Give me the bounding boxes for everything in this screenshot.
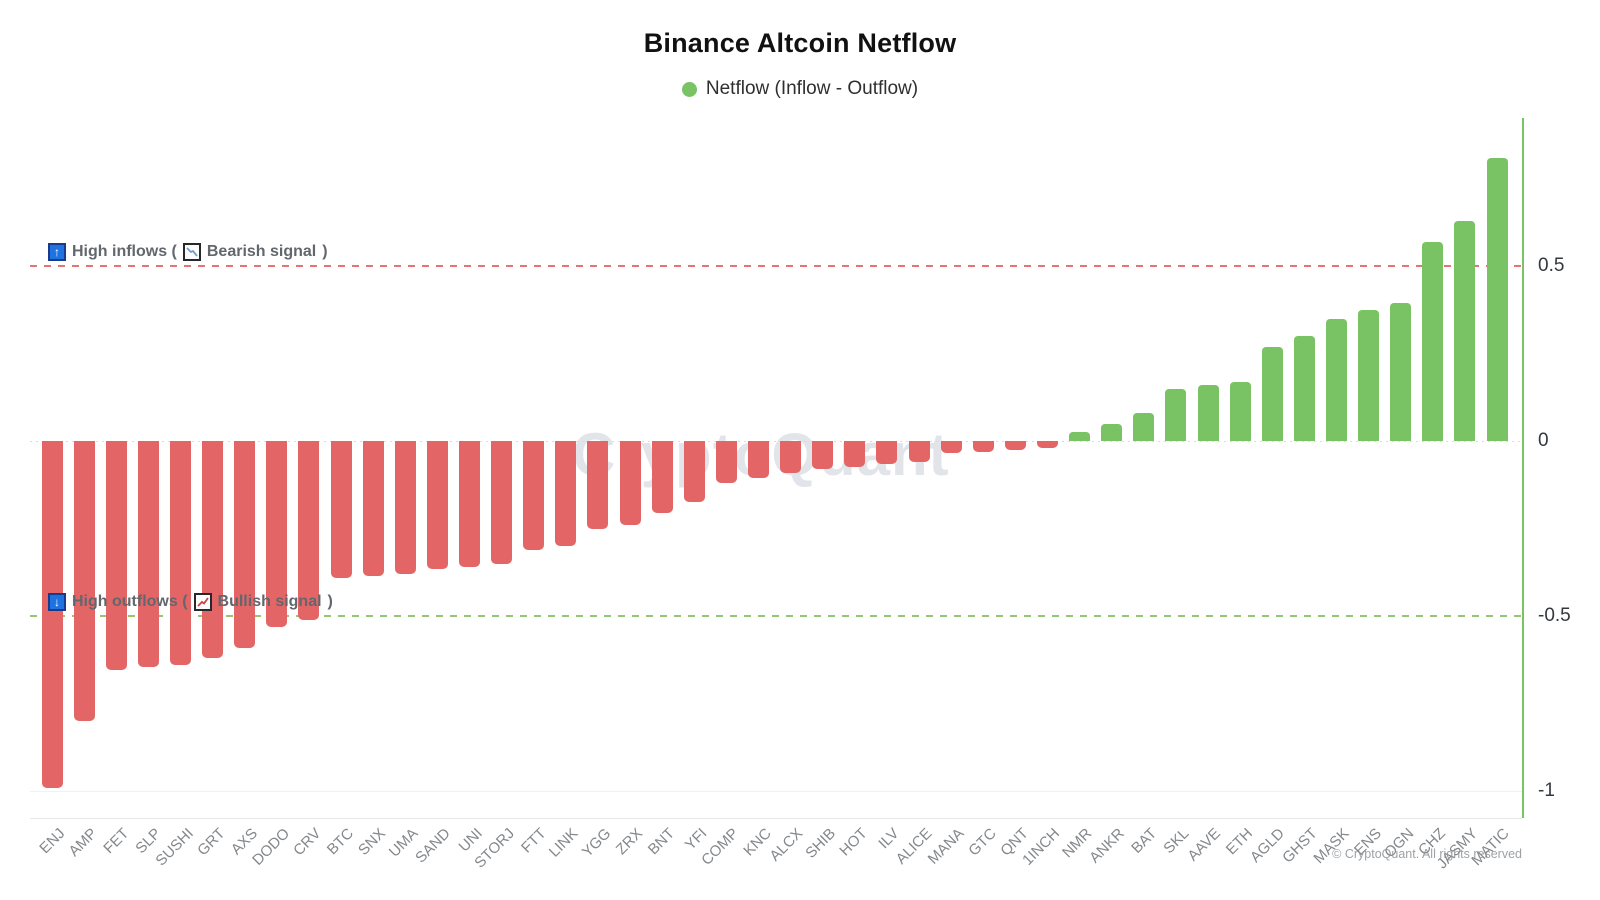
down-arrow-icon: ↓ [48,593,66,611]
x-label-MANA: MANA [924,825,968,868]
x-label-ALCX: ALCX [766,825,807,865]
high-outflows-annotation: ↓ High outflows ( Bullish signal ) [48,593,333,611]
legend-label: Netflow (Inflow - Outflow) [705,78,919,99]
x-label-ANKR: ANKR [1086,825,1128,867]
x-label-GRT: GRT [194,825,229,860]
bar-GRT[interactable] [202,441,224,658]
gridline-0 [30,441,1522,442]
bullish-signal-text: Bullish signal [217,593,322,610]
x-axis-line [30,818,1522,819]
x-label-CRV: CRV [290,825,325,860]
bar-FTT[interactable] [523,441,545,550]
x-label-GTC: GTC [964,825,1000,860]
bar-COMP[interactable] [715,441,737,483]
bar-BNT[interactable] [651,441,673,513]
bar-SUSHI[interactable] [169,441,191,665]
bar-SNX[interactable] [362,441,384,576]
high-inflows-text: High inflows ( [72,243,177,260]
bar-BAT[interactable] [1133,413,1155,441]
high-inflows-annotation: ↑ High inflows ( Bearish signal ) [48,243,328,261]
bar-JASMY[interactable] [1454,220,1476,441]
x-label-FET: FET [100,825,133,858]
bar-YGG[interactable] [587,441,609,529]
x-label-SAND: SAND [411,825,454,867]
bar-UMA[interactable] [394,441,416,574]
bar-AMP[interactable] [73,441,95,721]
bar-CHZ[interactable] [1422,241,1444,441]
x-label-HOT: HOT [836,825,871,860]
bar-GTC[interactable] [972,441,994,452]
bar-MASK[interactable] [1325,318,1347,441]
bar-ENS[interactable] [1358,309,1380,441]
high-inflows-threshold-line [30,265,1522,267]
bar-GHST[interactable] [1293,336,1315,441]
bar-HOT[interactable] [844,441,866,468]
bar-UNI[interactable] [458,441,480,567]
bar-YFI[interactable] [683,441,705,503]
bar-STORJ[interactable] [491,441,513,564]
x-label-BTC: BTC [323,825,358,859]
x-label-LINK: LINK [546,825,582,861]
y-axis-line [1522,118,1524,818]
legend-item-netflow[interactable]: Netflow (Inflow - Outflow) [0,78,1600,100]
bar-AGLD[interactable] [1261,346,1283,441]
high-outflows-text: High outflows ( [72,593,188,610]
high-inflows-suffix: ) [322,243,328,260]
bar-ILV[interactable] [876,441,898,464]
bar-ZRX[interactable] [619,441,641,525]
x-label-AGLD: AGLD [1247,825,1289,866]
x-label-ALICE: ALICE [892,825,936,868]
up-arrow-icon: ↑ [48,243,66,261]
bar-QNT[interactable] [1004,441,1026,450]
y-tick-label--1: -1 [1538,780,1555,801]
bar-SKL[interactable] [1165,388,1187,441]
x-label-YGG: YGG [578,825,614,861]
bar-KNC[interactable] [747,441,769,478]
x-label-ENJ: ENJ [35,825,69,858]
bar-FET[interactable] [105,441,127,671]
chart-title: Binance Altcoin Netflow [643,28,957,58]
bar-OGN[interactable] [1390,302,1412,441]
high-outflows-threshold-line [30,615,1522,617]
bar-SAND[interactable] [426,441,448,569]
bar-ENJ[interactable] [41,441,63,788]
bearish-chart-icon [182,243,201,261]
bar-SLP[interactable] [137,441,159,667]
bar-ALCX[interactable] [780,441,802,473]
bar-AAVE[interactable] [1197,385,1219,441]
y-tick-label-0: 0 [1538,430,1549,451]
bar-AXS[interactable] [234,441,256,648]
x-label-SHIB: SHIB [801,825,839,862]
x-label-AAVE: AAVE [1184,825,1225,865]
x-label-BNT: BNT [644,825,679,859]
bar-BTC[interactable] [330,441,352,578]
x-label-GHST: GHST [1278,825,1321,867]
bar-MATIC[interactable] [1486,157,1508,441]
bearish-signal-text: Bearish signal [206,243,317,260]
bar-ETH[interactable] [1229,381,1251,441]
gridline--1 [30,791,1522,792]
legend-marker-dot [681,81,697,97]
bar-LINK[interactable] [555,441,577,546]
x-label-SNX: SNX [355,825,390,859]
bullish-chart-icon [193,593,212,611]
x-label-ZRX: ZRX [612,825,647,859]
copyright-notice: © CryptoQuant. All rights reserved [1332,847,1522,861]
y-tick-label-0.5: 0.5 [1538,255,1565,276]
bar-DODO[interactable] [266,441,288,627]
bar-ANKR[interactable] [1101,423,1123,441]
high-outflows-suffix: ) [327,593,333,610]
bar-NMR[interactable] [1069,432,1091,441]
bar-MANA[interactable] [940,441,962,454]
bar-1INCH[interactable] [1036,441,1058,448]
x-label-BAT: BAT [1127,825,1160,857]
y-tick-label--0.5: -0.5 [1538,605,1571,626]
x-label-AMP: AMP [65,825,101,861]
bar-SHIB[interactable] [812,441,834,469]
x-label-FTT: FTT [518,825,550,857]
bar-ALICE[interactable] [908,441,930,462]
bar-CRV[interactable] [298,441,320,620]
